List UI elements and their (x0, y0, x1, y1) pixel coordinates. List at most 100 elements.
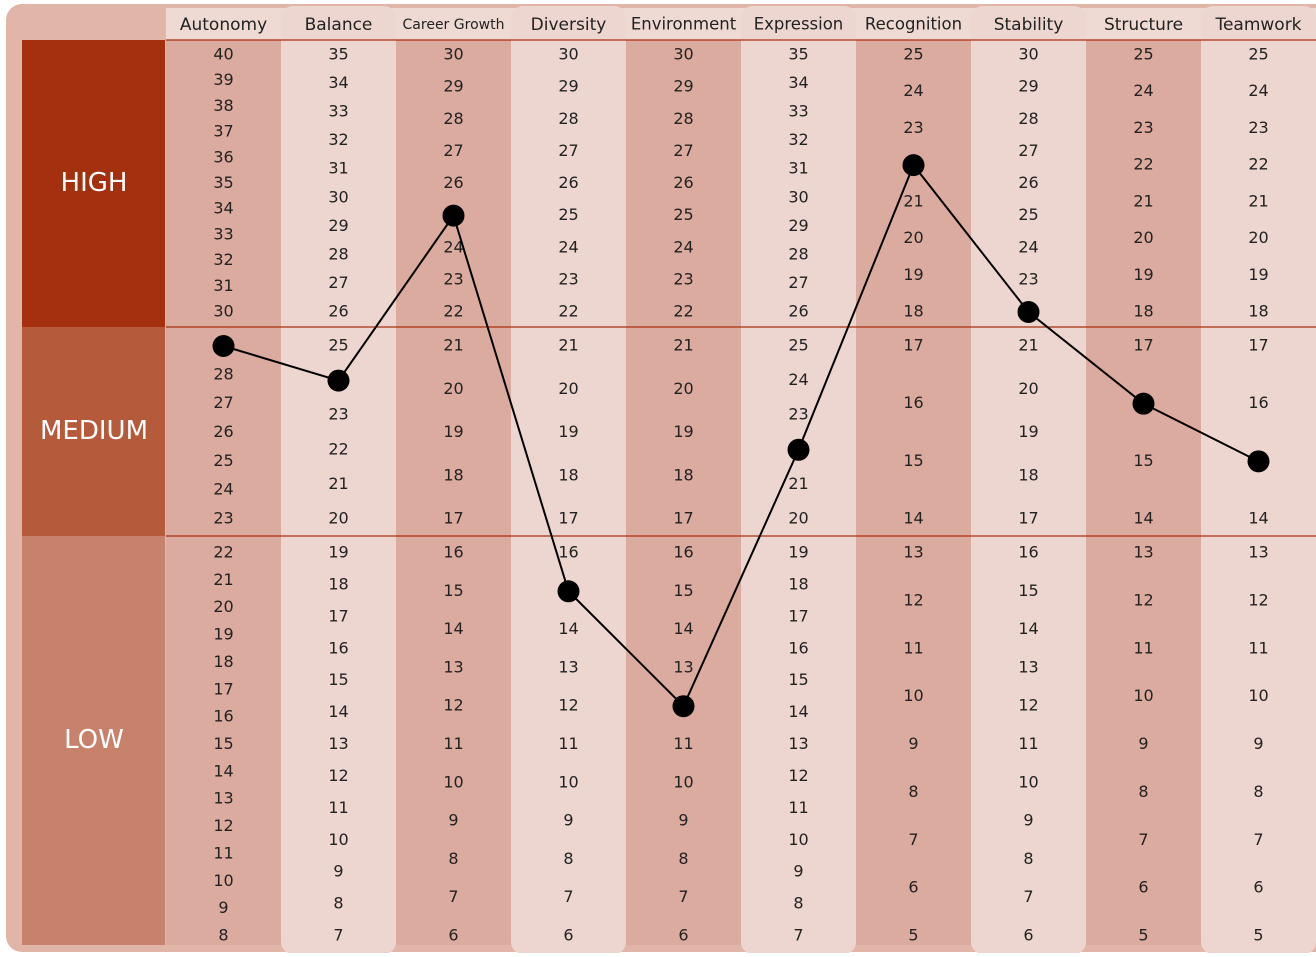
score-point (1247, 450, 1270, 473)
scale-label: 18 (443, 465, 463, 484)
scale-label: 21 (903, 191, 923, 210)
scale-label: 19 (903, 265, 923, 284)
scale-label: 21 (1133, 191, 1153, 210)
scale-label: 12 (788, 766, 808, 785)
scale-label: 11 (213, 843, 233, 862)
column-header: Expression (754, 15, 844, 34)
scale-label: 35 (788, 45, 808, 64)
scale-label: 28 (673, 109, 693, 128)
scale-label: 11 (558, 734, 578, 753)
score-point (442, 204, 465, 227)
scale-label: 13 (903, 543, 923, 562)
scale-label: 7 (793, 926, 803, 945)
scale-label: 11 (443, 734, 463, 753)
column-header: Recognition (865, 15, 962, 34)
scale-label: 26 (558, 173, 578, 192)
scale-label: 25 (1248, 45, 1268, 64)
scale-label: 24 (213, 480, 233, 499)
scale-label: 29 (328, 216, 348, 235)
scale-label: 6 (678, 926, 688, 945)
scale-label: 18 (1133, 302, 1153, 321)
scale-label: 22 (1248, 155, 1268, 174)
scale-label: 23 (213, 509, 233, 528)
scale-label: 24 (1133, 81, 1153, 100)
scale-label: 20 (558, 379, 578, 398)
scale-label: 17 (1133, 336, 1153, 355)
scale-label: 11 (1018, 734, 1038, 753)
scale-label: 5 (908, 926, 918, 945)
scale-label: 14 (903, 509, 923, 528)
scale-label: 29 (443, 77, 463, 96)
score-point (902, 154, 925, 177)
band-label: MEDIUM (40, 416, 148, 446)
column-bg (741, 6, 856, 954)
scale-label: 16 (673, 543, 693, 562)
scale-label: 17 (558, 509, 578, 528)
scale-label: 28 (213, 364, 233, 383)
scale-label: 11 (328, 798, 348, 817)
scale-label: 10 (788, 830, 808, 849)
scale-label: 21 (1018, 336, 1038, 355)
scale-label: 22 (443, 302, 463, 321)
scale-label: 10 (558, 772, 578, 791)
scale-label: 7 (563, 887, 573, 906)
band-label-bg (22, 327, 165, 536)
scale-label: 9 (1253, 734, 1263, 753)
scale-label: 19 (788, 543, 808, 562)
score-point (787, 438, 810, 461)
scale-label: 18 (328, 574, 348, 593)
scale-label: 12 (328, 766, 348, 785)
scale-label: 16 (903, 393, 923, 412)
scale-label: 18 (558, 465, 578, 484)
scale-label: 12 (1133, 590, 1153, 609)
scale-label: 16 (1248, 393, 1268, 412)
scale-label: 12 (213, 816, 233, 835)
scale-label: 25 (1133, 45, 1153, 64)
scale-label: 26 (673, 173, 693, 192)
scale-label: 9 (333, 862, 343, 881)
scale-label: 14 (558, 619, 578, 638)
scale-label: 6 (563, 926, 573, 945)
scale-label: 26 (443, 173, 463, 192)
scale-label: 9 (678, 811, 688, 830)
scale-label: 18 (1248, 302, 1268, 321)
scale-label: 23 (558, 269, 578, 288)
scale-label: 12 (903, 590, 923, 609)
scale-label: 24 (788, 370, 808, 389)
scale-label: 10 (673, 772, 693, 791)
scale-label: 18 (1018, 465, 1038, 484)
scale-label: 28 (558, 109, 578, 128)
scale-label: 7 (1253, 830, 1263, 849)
scale-label: 16 (1018, 543, 1038, 562)
scale-label: 6 (448, 926, 458, 945)
scale-label: 8 (448, 849, 458, 868)
scale-label: 7 (908, 830, 918, 849)
scale-label: 20 (328, 509, 348, 528)
scale-label: 8 (1253, 782, 1263, 801)
scale-label: 12 (443, 696, 463, 715)
scale-label: 34 (213, 199, 233, 218)
scale-label: 27 (213, 393, 233, 412)
scale-label: 37 (213, 122, 233, 141)
scale-label: 24 (673, 237, 693, 256)
scale-label: 14 (213, 761, 233, 780)
scale-label: 8 (563, 849, 573, 868)
scale-label: 30 (788, 187, 808, 206)
scale-label: 27 (1018, 141, 1038, 160)
scale-label: 17 (443, 509, 463, 528)
scale-label: 22 (673, 302, 693, 321)
column-header: Autonomy (180, 15, 267, 35)
scale-label: 31 (213, 276, 233, 295)
scale-label: 8 (1023, 849, 1033, 868)
scale-label: 18 (788, 574, 808, 593)
scale-label: 10 (213, 871, 233, 890)
scale-label: 15 (328, 670, 348, 689)
column-header: Environment (631, 15, 737, 34)
scale-label: 16 (328, 638, 348, 657)
scale-label: 5 (1138, 926, 1148, 945)
scale-label: 21 (788, 474, 808, 493)
scale-label: 24 (1248, 81, 1268, 100)
scale-label: 15 (788, 670, 808, 689)
scale-label: 19 (1248, 265, 1268, 284)
score-point (327, 369, 350, 392)
